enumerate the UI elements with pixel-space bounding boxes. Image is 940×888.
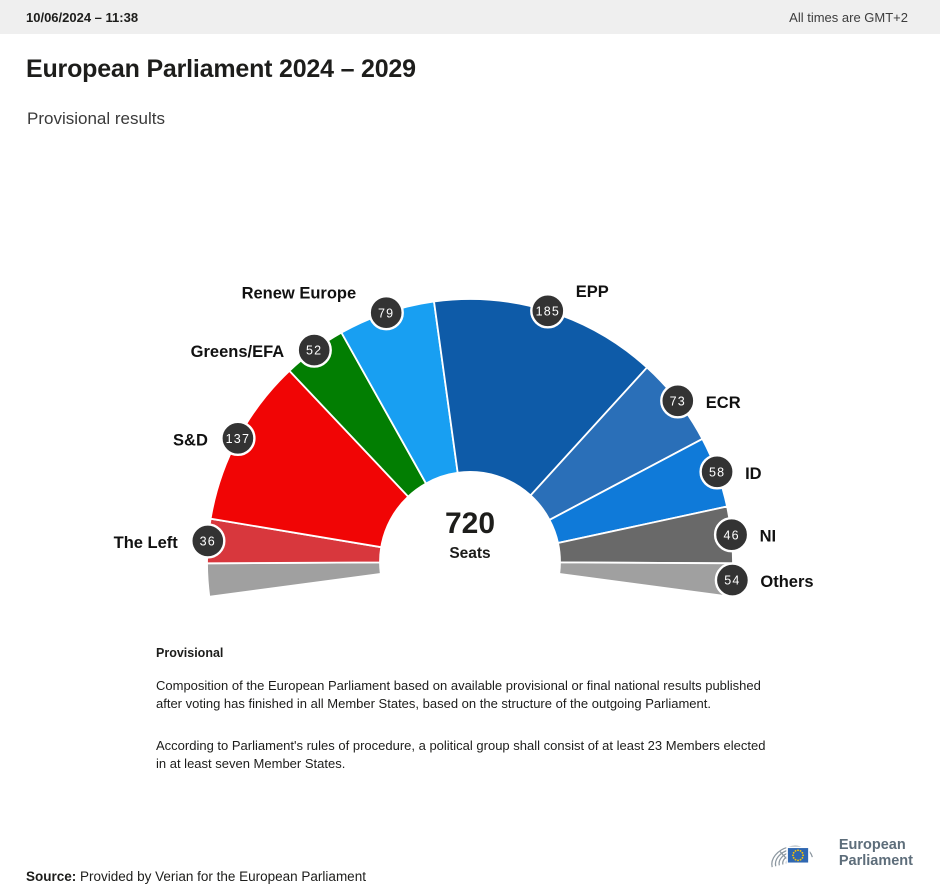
group-label-others: Others bbox=[760, 573, 813, 591]
group-label-id: ID bbox=[745, 465, 762, 483]
segment-epp bbox=[432, 298, 649, 497]
page-title: European Parliament 2024 – 2029 bbox=[26, 55, 416, 83]
seat-badge-ni bbox=[713, 517, 750, 553]
segment-others bbox=[558, 561, 734, 598]
seat-count-ecr: 73 bbox=[670, 394, 686, 408]
group-label-s-d: S&D bbox=[173, 431, 208, 449]
seat-count-greens-efa: 52 bbox=[306, 344, 322, 358]
seat-count-s-d: 137 bbox=[226, 432, 250, 446]
group-label-ni: NI bbox=[760, 528, 777, 546]
seat-badge-others bbox=[714, 562, 751, 598]
seat-badge-s-d bbox=[220, 420, 256, 456]
seat-badge-id bbox=[699, 454, 735, 490]
source-line: Source: Provided by Verian for the Europ… bbox=[26, 869, 366, 884]
datetime-text: 10/06/2024 – 11:38 bbox=[26, 9, 139, 25]
seat-badge-epp bbox=[530, 293, 566, 329]
notes-paragraph-2: According to Parliament's rules of proce… bbox=[156, 738, 766, 771]
source-label: Source: bbox=[26, 868, 77, 884]
seat-badge-the-left bbox=[190, 523, 226, 559]
notes-heading: Provisional bbox=[156, 646, 224, 660]
eu-flag bbox=[786, 846, 810, 865]
seat-count-id: 58 bbox=[709, 465, 725, 479]
subtitle: Provisional results bbox=[27, 109, 165, 128]
group-label-the-left: The Left bbox=[114, 534, 179, 552]
seat-badge-renew-europe bbox=[368, 295, 404, 331]
seat-count-ni: 46 bbox=[723, 528, 739, 542]
seat-badge-ecr bbox=[660, 383, 696, 419]
seat-count-epp: 185 bbox=[536, 304, 560, 318]
group-label-ecr: ECR bbox=[706, 394, 741, 412]
group-label-epp: EPP bbox=[576, 283, 609, 301]
top-bar: 10/06/2024 – 11:38 All times are GMT+2 bbox=[0, 0, 940, 34]
total-seats-number: 720 bbox=[445, 507, 495, 540]
group-label-renew-europe: Renew Europe bbox=[242, 285, 357, 303]
seat-count-others: 54 bbox=[724, 574, 740, 588]
notes-block: Provisional Composition of the European … bbox=[156, 644, 776, 797]
seat-count-the-left: 36 bbox=[200, 535, 216, 549]
logo-text-line1: European bbox=[838, 837, 906, 853]
seat-count-renew-europe: 79 bbox=[378, 306, 394, 320]
source-text: Provided by Verian for the European Parl… bbox=[80, 868, 366, 884]
logo-text-line2: Parliament bbox=[838, 853, 913, 869]
timezone-note: All times are GMT+2 bbox=[789, 9, 908, 25]
total-seats-unit: Seats bbox=[449, 545, 490, 562]
seat-badge-greens-efa bbox=[296, 332, 332, 368]
hemicycle-chart: 36 The Left 137 S&D 52 Greens/EFA 79 Renew Euro… bbox=[114, 283, 814, 598]
notes-paragraph-1: Composition of the European Parliament b… bbox=[156, 678, 761, 711]
eu-flag-stars bbox=[791, 849, 804, 862]
eu-parliament-logo: European Parliament bbox=[758, 830, 913, 876]
eu-parliament-logo-text: European Parliament bbox=[839, 837, 913, 869]
segment-others bbox=[206, 561, 382, 598]
group-label-greens-efa: Greens/EFA bbox=[191, 343, 285, 361]
segment-s-d bbox=[209, 369, 410, 549]
eu-parliament-logo-mark bbox=[771, 845, 813, 868]
